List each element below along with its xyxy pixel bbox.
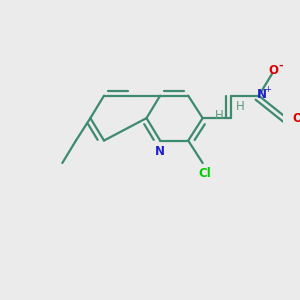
Text: Cl: Cl: [199, 167, 211, 180]
Text: H: H: [215, 109, 224, 122]
Text: +: +: [264, 85, 271, 94]
Text: H: H: [236, 100, 245, 113]
Text: O: O: [292, 112, 300, 124]
Text: -: -: [279, 61, 283, 71]
Text: O: O: [269, 64, 279, 77]
Text: N: N: [257, 88, 267, 101]
Text: N: N: [155, 145, 165, 158]
